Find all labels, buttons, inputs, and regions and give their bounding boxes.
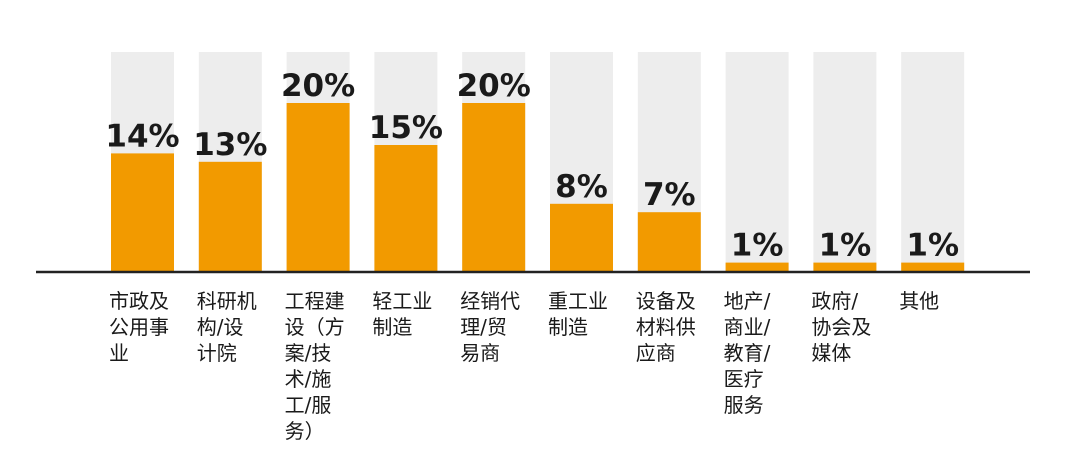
bar bbox=[637, 212, 701, 271]
category-label: 重工业 制造 bbox=[548, 289, 608, 339]
category-label: 市政及 公用事 业 bbox=[109, 289, 169, 365]
category-label: 地产/ 商业/ 教育/ 医疗 服务 bbox=[723, 289, 771, 417]
data-label: 1% bbox=[731, 228, 784, 264]
data-label: 14% bbox=[105, 118, 179, 154]
bar-track bbox=[725, 52, 789, 271]
data-label: 20% bbox=[281, 68, 355, 104]
bar bbox=[198, 161, 262, 271]
category-label: 科研机 构/设 计院 bbox=[196, 289, 257, 365]
category-label: 其他 bbox=[899, 289, 940, 313]
category-label: 设备及 材料供 应商 bbox=[635, 289, 696, 365]
category-label: 政府/ 协会及 媒体 bbox=[811, 289, 872, 365]
bar bbox=[374, 145, 438, 271]
data-label: 13% bbox=[193, 127, 267, 163]
data-label: 8% bbox=[555, 169, 608, 205]
data-label: 20% bbox=[457, 68, 531, 104]
data-label: 1% bbox=[906, 228, 959, 264]
bar bbox=[813, 262, 877, 271]
bar bbox=[286, 103, 350, 271]
bar bbox=[901, 262, 965, 271]
category-label: 轻工业 制造 bbox=[372, 289, 433, 339]
bar bbox=[725, 262, 789, 271]
bar bbox=[550, 203, 613, 271]
bar-track bbox=[813, 52, 877, 271]
data-label: 1% bbox=[819, 228, 872, 264]
category-label: 经销代 理/贸 易商 bbox=[460, 289, 521, 365]
bar-track bbox=[901, 52, 965, 271]
data-label: 7% bbox=[643, 177, 696, 213]
data-label: 15% bbox=[369, 110, 443, 146]
bar bbox=[462, 103, 526, 271]
bar bbox=[111, 153, 174, 271]
category-label: 工程建 设（方 案/技 术/施 工/服 务） bbox=[284, 289, 345, 443]
